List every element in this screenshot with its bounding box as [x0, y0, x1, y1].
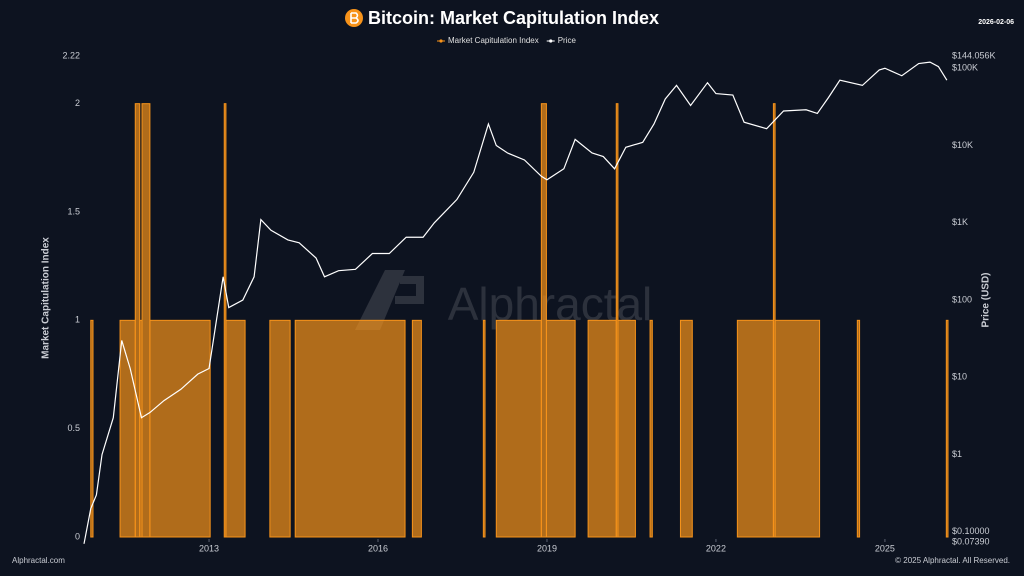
y-tick-label: 0.5 — [67, 423, 80, 433]
y2-tick-label: $1 — [952, 449, 962, 459]
y2-axis-title: Price (USD) — [981, 272, 992, 327]
index-series — [90, 103, 949, 538]
y2-tick-label: $10 — [952, 372, 967, 382]
y2-tick-label: $100K — [952, 63, 978, 73]
footer-left: Alphractal.com — [12, 556, 65, 565]
index-step — [225, 319, 246, 538]
index-step — [134, 103, 141, 538]
legend-label: Price — [558, 36, 577, 45]
x-tick-label: 2019 — [537, 543, 557, 553]
index-step — [774, 319, 821, 538]
index-step — [269, 319, 291, 538]
index-step — [141, 103, 151, 538]
x-tick-label: 2013 — [199, 543, 219, 553]
index-step — [482, 319, 486, 538]
footer-right: © 2025 Alphractal. All Reserved. — [895, 556, 1010, 565]
index-step — [856, 319, 861, 538]
y-tick-label: 2.22 — [62, 50, 80, 60]
price-line — [83, 61, 948, 544]
legend-label: Market Capitulation Index — [448, 36, 539, 45]
index-step — [495, 319, 542, 538]
y2-tick-label: $100 — [952, 294, 972, 304]
x-tick-label: 2016 — [368, 543, 388, 553]
y2-tick-label: $10K — [952, 140, 973, 150]
x-tick-label: 2022 — [706, 543, 726, 553]
bitcoin-icon — [345, 9, 363, 27]
index-step — [149, 319, 211, 538]
y-axis-title: Market Capitulation Index — [41, 237, 52, 359]
index-step — [736, 319, 774, 538]
y-tick-label: 1 — [75, 315, 80, 325]
y2-tick-label: $1K — [952, 217, 968, 227]
y2-tick-label: $144.056K — [952, 50, 996, 60]
index-step — [294, 319, 406, 538]
legend-marker — [549, 39, 553, 43]
legend-marker — [439, 39, 443, 43]
y-tick-label: 2 — [75, 98, 80, 108]
date: 2026-02-06 — [978, 19, 1014, 26]
index-step — [587, 319, 617, 538]
index-step — [545, 319, 576, 538]
y-tick-label: 0 — [75, 531, 80, 541]
index-step — [945, 319, 949, 538]
x-tick-label: 2025 — [875, 543, 895, 553]
index-step — [119, 319, 136, 538]
index-step — [90, 319, 94, 538]
y2-tick-label: $0.10000 — [952, 526, 990, 536]
chart-title: Bitcoin: Market Capitulation Index — [368, 8, 659, 28]
y2-tick-label: $0.07390 — [952, 536, 990, 546]
index-step — [679, 319, 693, 538]
index-step — [411, 319, 422, 538]
index-step — [649, 319, 653, 538]
y-tick-label: 1.5 — [67, 206, 80, 216]
index-step — [617, 319, 636, 538]
index-step — [540, 103, 547, 538]
watermark-logo — [355, 270, 424, 330]
